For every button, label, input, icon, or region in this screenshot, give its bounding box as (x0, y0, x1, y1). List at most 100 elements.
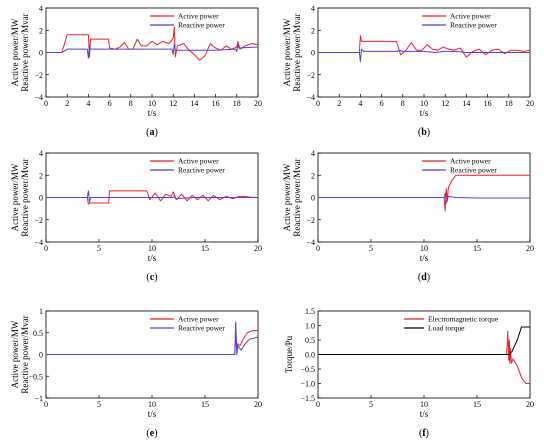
x-tick-label: 8 (401, 99, 405, 108)
series-line-2 (46, 43, 259, 59)
x-tick-label: 15 (473, 400, 481, 409)
x-tick-label: 5 (97, 400, 101, 409)
y-tick-label: 0 (39, 351, 43, 360)
x-tick-label: 10 (420, 400, 428, 409)
y-tick-label: 0 (39, 49, 43, 58)
y-tick-label: 0 (311, 194, 315, 203)
legend-entry: Reactive power (178, 324, 225, 333)
x-tick-label: 2 (65, 99, 69, 108)
y-tick-label: 1 (39, 307, 43, 316)
y-tick-label: 0.5 (33, 329, 43, 338)
legend-entry: Load torque (428, 324, 465, 333)
y-tick-label: 1.5 (305, 307, 315, 316)
x-tick-label: 0 (316, 400, 320, 409)
x-tick-label: 10 (420, 244, 428, 253)
panel-label: (a) (146, 127, 158, 138)
panel-f: 0 5 10 15 20 −1.5 −1.0 −0.5 0.0 0.5 1.0 1.5 t/s Torqu… (284, 307, 534, 439)
x-tick-label: 18 (233, 99, 241, 108)
y-tick-label: 0.5 (305, 336, 315, 345)
series-line-2 (318, 48, 530, 62)
y-tick-label: 4 (311, 149, 315, 158)
series-line-1 (46, 26, 259, 61)
y-tick-label: 0.0 (305, 351, 315, 360)
panel-label: (f) (419, 428, 429, 439)
y-tick-label: −2 (306, 71, 315, 80)
y-tick-label: −4 (306, 93, 315, 102)
y-tick-label: −1 (34, 394, 43, 403)
y-tick-label: 0 (311, 49, 315, 58)
x-tick-label: 10 (148, 244, 156, 253)
x-axis-label: t/s (148, 253, 157, 263)
legend-entry: Reactive power (450, 166, 497, 175)
y-tick-label: −4 (34, 238, 43, 247)
x-tick-label: 5 (369, 244, 373, 253)
x-tick-label: 10 (420, 99, 428, 108)
x-tick-label: 6 (108, 99, 112, 108)
x-tick-label: 5 (369, 400, 373, 409)
x-axis-label: t/s (420, 409, 429, 419)
x-tick-label: 4 (86, 99, 90, 108)
x-tick-label: 15 (473, 244, 481, 253)
plot-frame (45, 7, 259, 98)
y-axis-label: Active power/MW (282, 18, 292, 86)
panel-label: (c) (146, 272, 157, 283)
y-tick-label: 2 (311, 171, 315, 180)
y-axis-label: Reactive power/Mvar (20, 158, 30, 236)
y-tick-label: −4 (34, 93, 43, 102)
y-axis-label: Reactive power/Mvar (292, 158, 302, 236)
x-tick-label: 2 (337, 99, 341, 108)
x-tick-label: 4 (358, 99, 362, 108)
x-tick-label: 5 (97, 244, 101, 253)
series-line-2 (46, 190, 258, 203)
x-axis-label: t/s (148, 409, 157, 419)
y-axis-label: Reactive power/Mvar (292, 13, 302, 91)
x-tick-label: 8 (129, 99, 133, 108)
panel-a: 0 2 4 6 8 10 12 14 16 18 20 −4 −2 0 2 4 t/s Active power/… (10, 4, 262, 138)
x-tick-label: 12 (169, 99, 177, 108)
panel-label: (d) (418, 272, 430, 283)
y-axis-label: Active power/MW (10, 163, 20, 231)
x-tick-label: 20 (526, 400, 534, 409)
series-line-2 (318, 326, 530, 355)
x-tick-label: 14 (462, 99, 470, 108)
y-axis-label: Torque/Pu (284, 335, 294, 373)
x-tick-label: 10 (148, 400, 156, 409)
x-tick-label: 0 (44, 99, 48, 108)
x-tick-label: 12 (441, 99, 449, 108)
series-line-2 (46, 321, 259, 355)
y-tick-label: −1.0 (300, 380, 315, 389)
x-tick-label: 20 (254, 400, 262, 409)
y-axis-label: Active power/MW (282, 163, 292, 231)
legend-entry: Reactive power (178, 166, 225, 175)
y-tick-label: 4 (311, 4, 315, 13)
series-line-1 (318, 35, 531, 58)
legend-entry: Active power (178, 315, 219, 324)
legend-entry: Active power (178, 157, 219, 166)
x-tick-label: 10 (148, 99, 156, 108)
y-tick-label: 4 (39, 4, 43, 13)
panel-label: (e) (146, 428, 157, 439)
x-tick-label: 15 (201, 244, 209, 253)
y-tick-label: −4 (306, 238, 315, 247)
y-axis-label: Reactive power/Mvar (20, 13, 30, 91)
x-tick-label: 0 (44, 244, 48, 253)
series-line-1 (318, 330, 530, 384)
x-axis-label: t/s (148, 108, 157, 118)
legend-entry: Active power (450, 157, 491, 166)
y-tick-label: 2 (311, 26, 315, 35)
y-tick-label: −0.5 (28, 372, 43, 381)
y-tick-label: 1.0 (305, 322, 315, 331)
y-tick-label: 4 (39, 149, 43, 158)
panel-b: 0 2 4 6 8 10 12 14 16 18 20 −4 −2 0 2 4 t/s Active power/… (282, 4, 534, 138)
y-tick-label: −0.5 (300, 365, 315, 374)
x-tick-label: 0 (316, 244, 320, 253)
x-tick-label: 15 (201, 400, 209, 409)
x-tick-label: 16 (484, 99, 492, 108)
y-tick-label: −2 (34, 216, 43, 225)
x-tick-label: 20 (526, 99, 534, 108)
panel-label: (b) (418, 127, 430, 138)
